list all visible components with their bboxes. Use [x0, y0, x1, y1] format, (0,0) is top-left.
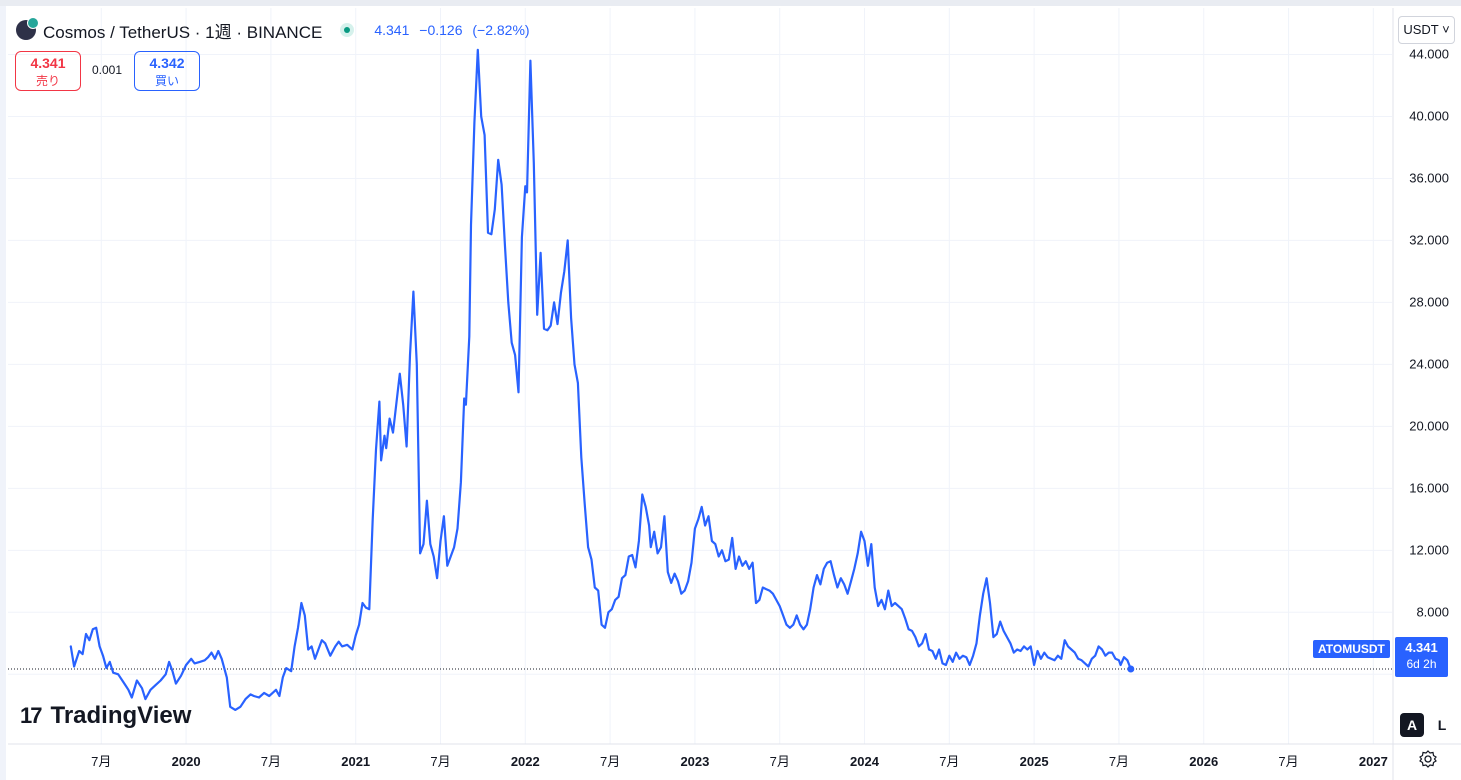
buy-button[interactable]: 4.342 買い — [134, 51, 200, 91]
x-tick-label: 2020 — [172, 754, 201, 769]
x-tick-label: 7月 — [261, 754, 281, 769]
x-tick-label: 2025 — [1020, 754, 1049, 769]
x-tick-label: 2022 — [511, 754, 540, 769]
watermark-text: TradingView — [50, 702, 192, 729]
x-tick-label: 7月 — [600, 754, 620, 769]
price-change: −0.126 — [419, 22, 463, 38]
last-point-marker — [1127, 665, 1135, 673]
spread-value: 0.001 — [92, 63, 123, 77]
price-series-line — [69, 48, 1132, 712]
y-tick-label: 28.000 — [1409, 294, 1449, 309]
y-tick-label: 16.000 — [1409, 480, 1449, 495]
market-status-icon[interactable] — [340, 23, 355, 37]
cosmos-logo-icon — [16, 17, 39, 40]
y-tick-label: 32.000 — [1409, 232, 1449, 247]
y-tick-label: 44.000 — [1409, 46, 1449, 61]
buy-price: 4.342 — [149, 55, 185, 71]
y-tick-label: 12.000 — [1409, 542, 1449, 557]
chart-grid — [8, 8, 1392, 744]
chevron-down-icon: ˅ — [1438, 22, 1450, 37]
y-tick-label: 24.000 — [1409, 356, 1449, 371]
sell-button[interactable]: 4.341 売り — [15, 51, 81, 91]
x-tick-label: 2024 — [850, 754, 880, 769]
y-tick-label: 36.000 — [1409, 170, 1449, 185]
currency-selector[interactable]: USDT ˅ — [1398, 16, 1455, 44]
buy-label: 買い — [154, 74, 179, 88]
x-tick-label: 7月 — [939, 754, 959, 769]
x-tick-label: 7月 — [430, 754, 450, 769]
currency-label: USDT — [1403, 22, 1439, 37]
last-price-tag: 4.341 6d 2h — [1395, 637, 1448, 677]
top-border — [0, 0, 1461, 6]
gear-icon[interactable] — [1418, 749, 1438, 769]
quote-info: 4.341 −0.126 (−2.82%) — [374, 22, 535, 38]
chart-axes — [8, 8, 1461, 780]
symbol-price-tag: ATOMUSDT — [1313, 640, 1390, 658]
y-tick-label: 8.000 — [1416, 604, 1449, 619]
sell-price: 4.341 — [30, 55, 66, 71]
price-change-percent: (−2.82%) — [472, 22, 530, 38]
y-tick-label: 40.000 — [1409, 108, 1449, 123]
y-tick-label: 20.000 — [1409, 418, 1449, 433]
chart-series — [8, 48, 1392, 712]
x-tick-label: 2023 — [680, 754, 709, 769]
last-price: 4.341 — [374, 22, 410, 38]
x-tick-label: 7月 — [1278, 754, 1298, 769]
last-price-value: 4.341 — [1405, 640, 1438, 655]
auto-scale-button[interactable]: A — [1400, 713, 1424, 737]
tradingview-logo-icon: 17 — [20, 703, 43, 728]
left-border — [0, 6, 6, 780]
x-tick-label: 7月 — [91, 754, 111, 769]
sell-label: 売り — [35, 74, 60, 88]
tradingview-watermark: 17 TradingView — [20, 702, 191, 730]
log-scale-button[interactable]: L — [1437, 717, 1447, 733]
bar-countdown: 6d 2h — [1406, 657, 1437, 671]
price-scale: 8.000 12.000 16.000 20.000 24.000 28.000 32.00… — [1409, 46, 1449, 619]
time-scale: 7月 2020 7月 2021 7月 2022 7月 2023 7月 2024 7月 2025 7月 20… — [91, 754, 1388, 769]
symbol-title[interactable]: Cosmos / TetherUS · 1週 · BINANCE — [43, 22, 323, 42]
x-tick-label: 2026 — [1189, 754, 1218, 769]
x-tick-label: 2027 — [1359, 754, 1388, 769]
x-tick-label: 7月 — [770, 754, 790, 769]
symbol-header: Cosmos / TetherUS · 1週 · BINANCE 4.341 −… — [16, 17, 536, 42]
x-tick-label: 2021 — [341, 754, 370, 769]
x-tick-label: 7月 — [1109, 754, 1129, 769]
